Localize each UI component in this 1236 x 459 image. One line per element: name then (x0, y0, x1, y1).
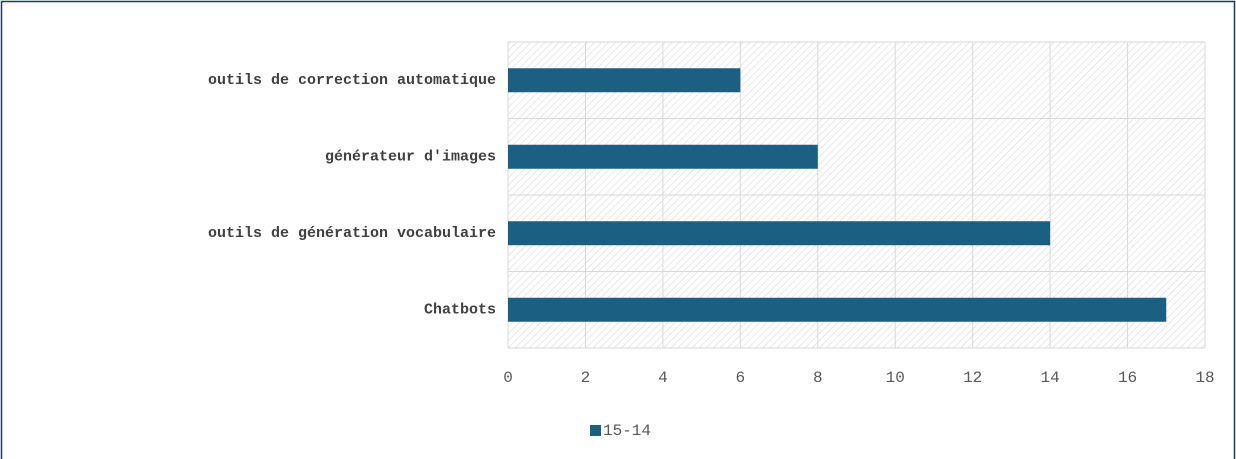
x-tick-label: 14 (1041, 369, 1060, 387)
x-tick-label: 6 (736, 369, 746, 387)
x-tick-label: 16 (1118, 369, 1137, 387)
x-tick-label: 18 (1195, 369, 1214, 387)
bar (508, 221, 1051, 246)
bar (508, 297, 1167, 322)
legend-label: 15-14 (603, 422, 651, 440)
bar (508, 144, 818, 169)
x-tick-label: 10 (886, 369, 905, 387)
x-tick-label: 0 (503, 369, 513, 387)
y-tick-label: outils de génération vocabulaire (208, 225, 496, 242)
legend-swatch (590, 425, 601, 436)
x-tick-label: 2 (581, 369, 591, 387)
y-tick-label: générateur d'images (325, 149, 496, 166)
y-tick-label: outils de correction automatique (208, 72, 496, 89)
y-tick-label: Chatbots (424, 302, 496, 319)
bar (508, 68, 741, 93)
x-tick-label: 8 (813, 369, 823, 387)
x-tick-label: 12 (963, 369, 982, 387)
x-tick-label: 4 (658, 369, 668, 387)
